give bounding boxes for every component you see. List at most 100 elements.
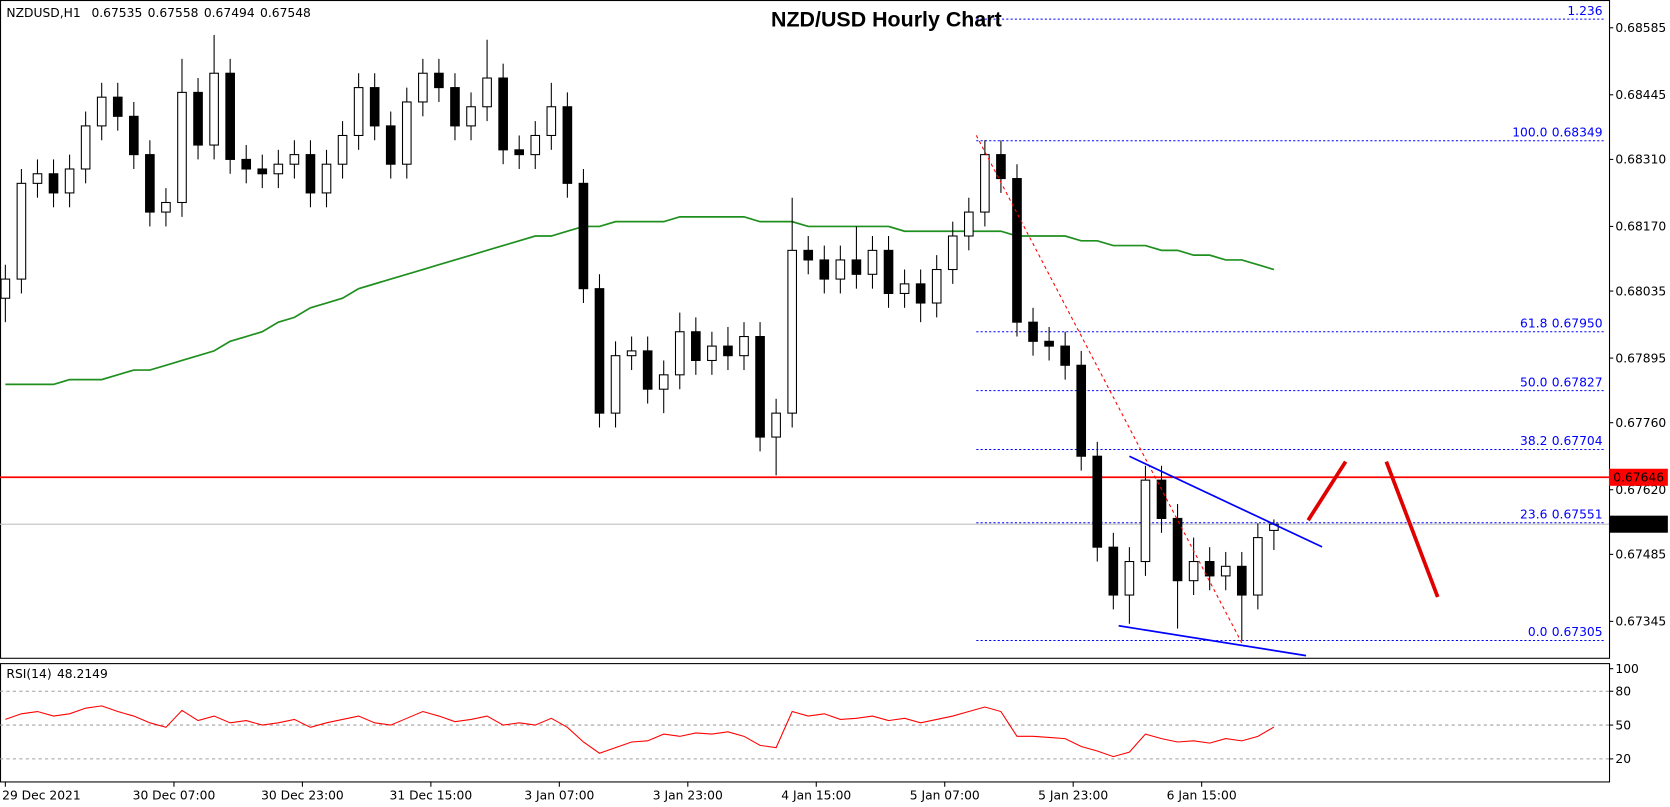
candle-body bbox=[128, 115, 139, 156]
candle-body bbox=[257, 168, 268, 175]
candle-body bbox=[1172, 517, 1183, 582]
channel-upper bbox=[1129, 455, 1323, 548]
resistance-label: 0.67646 bbox=[1613, 471, 1664, 485]
last-open: 0.67535 bbox=[91, 6, 142, 20]
x-tick-label: 30 Dec 07:00 bbox=[133, 789, 216, 803]
candle-body bbox=[369, 87, 380, 127]
fib-label: 61.8 0.67950 bbox=[1520, 317, 1602, 331]
candle-body bbox=[835, 259, 846, 280]
candle-body bbox=[1236, 565, 1247, 596]
candle-body bbox=[498, 77, 508, 151]
candle-body bbox=[771, 412, 781, 438]
x-tick-label: 3 Jan 07:00 bbox=[524, 789, 594, 803]
channel-lower bbox=[1118, 624, 1307, 657]
candle-body bbox=[1076, 364, 1087, 457]
candle-body bbox=[931, 268, 942, 304]
candle-body bbox=[530, 134, 541, 156]
candle-body bbox=[401, 101, 412, 165]
fib-label: 38.2 0.67704 bbox=[1520, 434, 1603, 448]
candle-body bbox=[1060, 345, 1070, 366]
candle-body bbox=[1124, 560, 1135, 596]
y-tick-label: 0.67620 bbox=[1615, 483, 1666, 497]
candle-body bbox=[16, 182, 27, 280]
candle-body bbox=[1140, 479, 1151, 563]
candle-body bbox=[1108, 546, 1119, 596]
candle-body bbox=[96, 96, 107, 127]
candle-body bbox=[418, 72, 428, 103]
candle-body bbox=[642, 350, 653, 390]
candle-body bbox=[1220, 565, 1231, 577]
y-tick-label: 0.68035 bbox=[1615, 284, 1666, 298]
candle-body bbox=[578, 182, 589, 290]
fib-price: 0.67305 bbox=[1552, 625, 1603, 639]
fib-ratio: 50.0 bbox=[1520, 375, 1547, 389]
candle-body bbox=[996, 154, 1006, 180]
fib-price: 0.67827 bbox=[1552, 375, 1603, 389]
x-tick-label: 31 Dec 15:00 bbox=[390, 789, 473, 803]
fib-ratio: 100.0 bbox=[1512, 126, 1547, 140]
current-price-box bbox=[1608, 515, 1668, 533]
symbol: NZDUSD,H1 bbox=[6, 6, 80, 20]
candle-body bbox=[1044, 340, 1054, 347]
current-price-label: 0.67548 bbox=[1613, 517, 1664, 531]
rsi-name: RSI(14) bbox=[6, 667, 51, 681]
last-low: 0.67494 bbox=[204, 6, 255, 20]
arrow-down bbox=[1384, 460, 1440, 598]
candle-body bbox=[819, 259, 830, 280]
candle-body bbox=[947, 235, 958, 271]
candle-body bbox=[161, 201, 171, 213]
fib-label: 100.0 0.68349 bbox=[1512, 126, 1602, 140]
fib-price: 0.67950 bbox=[1552, 317, 1603, 331]
rsi-tick-label: 80 bbox=[1615, 685, 1631, 699]
y-tick-label: 0.67760 bbox=[1615, 416, 1666, 430]
candle-body bbox=[1012, 178, 1022, 323]
candle-body bbox=[723, 345, 733, 357]
candle-body bbox=[353, 87, 364, 137]
candle-body bbox=[289, 154, 300, 165]
candle-body bbox=[1253, 537, 1263, 596]
candle-body bbox=[1156, 479, 1167, 519]
fib-price: 0.67704 bbox=[1552, 434, 1603, 448]
candle-body bbox=[225, 72, 235, 160]
candle-body bbox=[610, 355, 621, 414]
fib-ratio: 38.2 bbox=[1520, 434, 1547, 448]
fib-label: 0.0 0.67305 bbox=[1528, 625, 1603, 639]
candle-body bbox=[1188, 560, 1199, 582]
x-tick-label: 4 Jan 15:00 bbox=[781, 789, 851, 803]
fib-ratio: 0.0 bbox=[1528, 625, 1548, 639]
candle-body bbox=[482, 77, 492, 108]
candle-body bbox=[0, 278, 11, 299]
candle-body bbox=[1204, 560, 1215, 577]
rsi-header: RSI(14) 48.2149 bbox=[6, 667, 107, 681]
candle-body bbox=[1092, 455, 1103, 548]
candle-body bbox=[867, 249, 878, 275]
candle-body bbox=[466, 106, 476, 127]
x-tick-label: 3 Jan 23:00 bbox=[653, 789, 723, 803]
x-tick-label: 6 Jan 15:00 bbox=[1167, 789, 1237, 803]
candle-body bbox=[32, 173, 43, 184]
fib-price: 0.68349 bbox=[1552, 126, 1603, 140]
candle-body bbox=[739, 336, 749, 357]
rsi-pane-frame bbox=[0, 663, 1611, 783]
candle-body bbox=[899, 283, 910, 294]
candle-body bbox=[385, 125, 396, 165]
candle-body bbox=[803, 249, 814, 261]
header: NZDUSD,H1 0.67535 0.67558 0.67494 0.67548 bbox=[6, 6, 310, 20]
rsi-line bbox=[5, 705, 1275, 758]
main-layer: 0.68585 0.68445 0.68310 0.68170 0.68035 0.678… bbox=[0, 4, 1668, 803]
y-tick-label: 0.68445 bbox=[1615, 88, 1666, 102]
candle-body bbox=[980, 154, 990, 213]
candle-body bbox=[145, 154, 155, 213]
y-tick-label: 0.67485 bbox=[1615, 548, 1666, 562]
candle-body bbox=[691, 331, 701, 362]
candle-body bbox=[963, 211, 974, 237]
candle-body bbox=[321, 163, 332, 194]
candle-body bbox=[241, 158, 252, 170]
fib-label: 1.236 bbox=[1567, 4, 1602, 18]
fib-ratio: 1.236 bbox=[1567, 4, 1602, 18]
fib-ratio: 23.6 bbox=[1520, 508, 1548, 522]
chart-title: NZD/USD Hourly Chart bbox=[771, 8, 1002, 32]
fib-price: 0.67551 bbox=[1552, 508, 1603, 522]
fib-label: 50.0 0.67827 bbox=[1520, 375, 1602, 389]
